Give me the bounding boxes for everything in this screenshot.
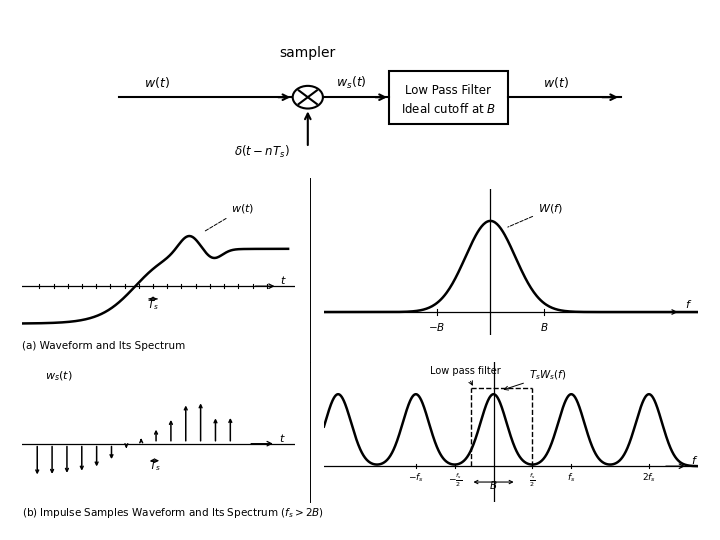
Text: $w(t)$: $w(t)$: [144, 75, 169, 90]
Text: (b) Impulse Samples Waveform and Its Spectrum ($f_s > 2B$): (b) Impulse Samples Waveform and Its Spe…: [22, 506, 323, 520]
Text: $t$: $t$: [279, 431, 286, 443]
Text: $2f_s$: $2f_s$: [642, 471, 656, 484]
Text: sampler: sampler: [279, 46, 336, 60]
Text: $B$: $B$: [540, 321, 548, 333]
Text: (a) Waveform and Its Spectrum: (a) Waveform and Its Spectrum: [22, 341, 185, 350]
Text: $T_s$: $T_s$: [147, 299, 159, 313]
Text: $w_s(t)$: $w_s(t)$: [45, 369, 73, 383]
Text: $\delta(t-nT_s)$: $\delta(t-nT_s)$: [234, 144, 289, 160]
Text: $f_s$: $f_s$: [567, 471, 575, 484]
Text: $-f_s$: $-f_s$: [408, 471, 424, 484]
Text: $w_s(t)$: $w_s(t)$: [336, 75, 366, 91]
Text: $t$: $t$: [280, 274, 287, 286]
Text: $w(t)$: $w(t)$: [205, 202, 254, 231]
Text: $\frac{f_s}{2}$: $\frac{f_s}{2}$: [529, 471, 536, 489]
Text: Ideal cutoff at $B$: Ideal cutoff at $B$: [401, 102, 495, 116]
Text: $f$: $f$: [690, 454, 698, 466]
Text: $B$: $B$: [490, 479, 498, 491]
Text: Low Pass Filter: Low Pass Filter: [405, 84, 491, 97]
Text: $f$: $f$: [685, 299, 693, 310]
Text: Low pass filter: Low pass filter: [430, 366, 500, 385]
Bar: [389, 71, 508, 124]
Text: $-\frac{f_s}{2}$: $-\frac{f_s}{2}$: [448, 471, 462, 489]
Text: $W(f)$: $W(f)$: [508, 202, 562, 227]
Text: $-B$: $-B$: [428, 321, 446, 333]
Text: $T_s W_s(f)$: $T_s W_s(f)$: [504, 369, 567, 390]
Text: $w(t)$: $w(t)$: [544, 75, 569, 90]
Text: $T_s$: $T_s$: [148, 460, 161, 474]
